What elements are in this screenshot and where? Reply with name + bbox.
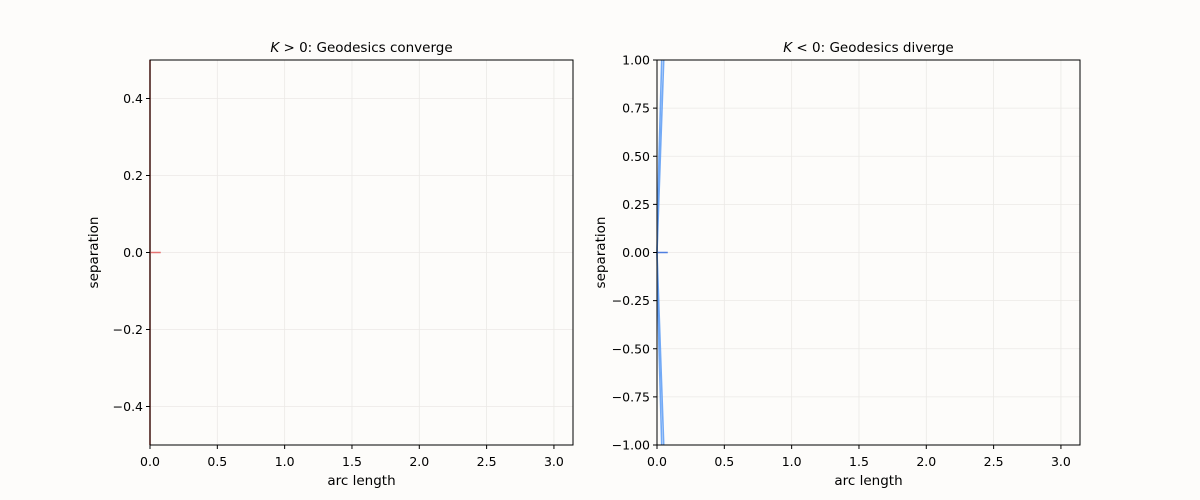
y-tick-label: 0.25 [622,197,650,212]
x-axis-label: arc length [834,473,902,489]
panel-title: K < 0: Geodesics diverge [783,40,953,56]
title-relation: < 0 [792,40,820,56]
y-tick-label: 0.75 [622,101,650,116]
x-tick-label: 2.5 [477,454,497,469]
title-math-symbol: K [783,40,793,56]
geodesic-curve-3 [656,252,665,446]
y-tick-label: −0.75 [612,389,650,404]
x-tick-label: 0.0 [140,454,160,469]
title-relation: > 0 [279,40,307,56]
x-tick-label: 1.0 [782,454,802,469]
x-tick-label: 0.5 [207,454,227,469]
x-tick-label: 3.0 [1051,454,1071,469]
x-tick-label: 1.0 [275,454,295,469]
x-tick-label: 3.0 [544,454,564,469]
y-tick-label: −0.4 [113,399,143,414]
title-text: : Geodesics converge [308,40,453,56]
x-tick-label: 1.5 [342,454,362,469]
x-tick-label: 0.5 [714,454,734,469]
x-tick-label: 2.5 [984,454,1004,469]
panel-positive-curvature: 0.0 0.5 1.0 1.5 2.0 2.5 3.0 −0.4 −0.2 0.0 0.2 0.4 ar… [86,40,574,489]
x-tick-label: 2.0 [409,454,429,469]
y-tick-label: −0.50 [612,341,650,356]
y-tick-label: −0.25 [612,293,650,308]
y-tick-label: 0.50 [622,149,650,164]
title-math-symbol: K [270,40,280,56]
y-tick-label: 0.4 [123,91,143,106]
y-axis-label: separation [593,217,609,289]
y-tick-label: 1.00 [622,53,650,68]
y-tick-label: −0.2 [113,322,143,337]
geodesic-curve-1 [656,59,665,253]
x-tick-label: 2.0 [916,454,936,469]
panel-negative-curvature: 0.0 0.5 1.0 1.5 2.0 2.5 3.0 −1.00 −0.75 −0.50 −0.2… [593,40,1081,489]
y-tick-label: −1.00 [612,438,650,453]
y-tick-label: 0.2 [123,168,143,183]
x-tick-label: 1.5 [849,454,869,469]
x-axis-label: arc length [327,473,395,489]
y-axis-label: separation [86,217,102,289]
panel-title: K > 0: Geodesics converge [270,40,452,56]
title-text: : Geodesics diverge [821,40,954,56]
x-tick-label: 0.0 [647,454,667,469]
y-tick-label: 0.0 [123,245,143,260]
y-tick-label: 0.00 [622,245,650,260]
